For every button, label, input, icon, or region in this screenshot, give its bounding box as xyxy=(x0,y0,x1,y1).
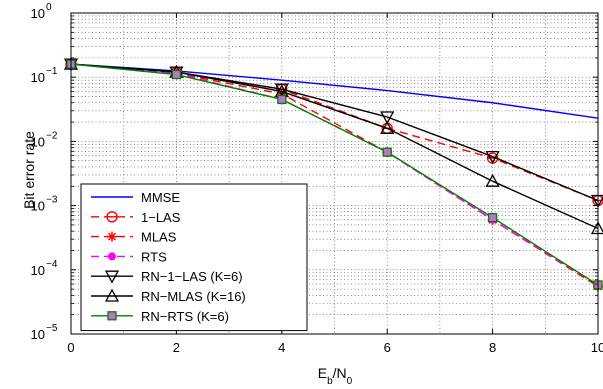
legend-label: 1−LAS xyxy=(141,210,181,225)
series-point xyxy=(485,173,500,187)
legend-entry: MLAS xyxy=(91,230,177,245)
series-point xyxy=(485,150,500,164)
series-0 xyxy=(70,63,599,119)
y-tick-exponent: −3 xyxy=(46,195,58,206)
series-point xyxy=(382,147,392,157)
legend-entry: MMSE xyxy=(91,190,180,205)
legend-entry: RN−RTS (K=6) xyxy=(91,309,229,324)
y-tick-exponent: −4 xyxy=(46,259,58,270)
legend-entry: RN−MLAS (K=16) xyxy=(91,288,246,304)
x-tick-label: 4 xyxy=(278,340,285,355)
legend-label: RN−1−LAS (K=6) xyxy=(141,269,243,284)
y-tick-label: 10 xyxy=(31,6,45,21)
y-tick-label: 10 xyxy=(31,263,45,278)
legend-swatch-marker xyxy=(106,211,118,223)
legend-swatch-marker-stroke xyxy=(107,232,117,241)
y-tick-label: 10 xyxy=(31,327,45,342)
y-tick-exponent: 0 xyxy=(46,2,52,13)
y-tick-exponent: −2 xyxy=(46,130,58,141)
legend-label: MMSE xyxy=(141,190,180,205)
legend-swatch-marker xyxy=(107,231,117,242)
x-tick-label: 0 xyxy=(67,340,74,355)
plot-frame xyxy=(70,12,599,335)
legend-swatch-marker xyxy=(104,288,120,302)
legend-label: RN−MLAS (K=16) xyxy=(141,289,246,304)
y-tick-label: 10 xyxy=(31,134,45,149)
x-tick-label: 2 xyxy=(173,340,180,355)
y-tick-exponent: −1 xyxy=(46,66,58,77)
series-point xyxy=(380,120,395,134)
legend-label: MLAS xyxy=(141,230,177,245)
series-line xyxy=(70,63,599,288)
legend-entry: RN−1−LAS (K=6) xyxy=(91,269,243,284)
legend-swatch-marker xyxy=(108,252,116,261)
legend: MMSE 1−LAS MLAS RTS RN−1−LAS (K=6) RN−MLAS (K… xyxy=(80,183,308,332)
y-tick-label: 10 xyxy=(31,199,45,214)
y-tick-exponent: −5 xyxy=(46,323,58,334)
legend-label: RN−RTS (K=6) xyxy=(141,309,229,324)
series-point xyxy=(171,69,182,80)
y-tick-label: 10 xyxy=(31,70,45,85)
y-axis-label: Bit error rate xyxy=(21,131,37,209)
series-point xyxy=(277,94,287,105)
series-layer xyxy=(63,56,603,292)
legend-label: RTS xyxy=(141,249,167,264)
x-tick-label: 6 xyxy=(384,340,391,355)
series-line xyxy=(70,63,599,286)
series-point xyxy=(487,212,498,223)
x-tick-label: 10 xyxy=(591,340,603,355)
series-point xyxy=(380,111,395,125)
legend-swatch-marker xyxy=(104,270,120,284)
legend-box xyxy=(80,183,308,332)
x-axis-label: Eb/N0 xyxy=(318,365,353,387)
legend-swatch-marker xyxy=(107,311,117,321)
series-line xyxy=(70,63,599,119)
legend-entry: RTS xyxy=(91,249,167,264)
x-tick-label: 8 xyxy=(489,340,496,355)
series-line xyxy=(70,63,599,230)
legend-entry: 1−LAS xyxy=(91,210,181,225)
